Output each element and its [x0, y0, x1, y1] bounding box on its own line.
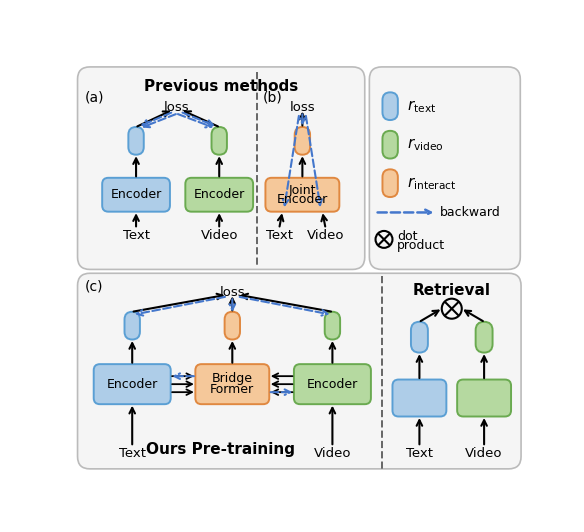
FancyBboxPatch shape: [295, 127, 310, 155]
Text: product: product: [397, 239, 445, 252]
Text: loss: loss: [164, 101, 190, 114]
Text: Text: Text: [119, 447, 146, 460]
Text: Retrieval: Retrieval: [413, 282, 491, 297]
Text: Encoder: Encoder: [277, 193, 328, 206]
Text: loss: loss: [290, 101, 315, 114]
FancyBboxPatch shape: [185, 178, 253, 212]
Text: (b): (b): [262, 90, 282, 104]
Text: Previous methods: Previous methods: [144, 79, 298, 94]
FancyBboxPatch shape: [369, 67, 520, 269]
FancyBboxPatch shape: [411, 322, 428, 353]
FancyBboxPatch shape: [383, 131, 398, 159]
Text: Encoder: Encoder: [107, 378, 158, 390]
Text: dot: dot: [397, 230, 418, 243]
Text: Video: Video: [314, 447, 351, 460]
FancyBboxPatch shape: [265, 178, 339, 212]
Text: Text: Text: [406, 447, 433, 460]
FancyBboxPatch shape: [78, 273, 521, 469]
Text: Text: Text: [123, 229, 150, 243]
Text: Encoder: Encoder: [307, 378, 358, 390]
FancyBboxPatch shape: [457, 379, 511, 417]
Text: Encoder: Encoder: [110, 188, 162, 201]
Text: Former: Former: [210, 383, 255, 396]
Text: Joint: Joint: [288, 184, 316, 197]
Text: backward: backward: [439, 206, 500, 219]
Text: (c): (c): [85, 279, 104, 294]
FancyBboxPatch shape: [383, 169, 398, 197]
FancyBboxPatch shape: [475, 322, 492, 353]
Text: Video: Video: [465, 447, 503, 460]
Text: (a): (a): [85, 90, 105, 104]
FancyBboxPatch shape: [211, 127, 227, 155]
FancyBboxPatch shape: [93, 364, 171, 404]
Text: Encoder: Encoder: [193, 188, 245, 201]
Text: Video: Video: [200, 229, 238, 243]
FancyBboxPatch shape: [124, 312, 140, 339]
FancyBboxPatch shape: [383, 93, 398, 120]
Text: Text: Text: [266, 229, 293, 243]
FancyBboxPatch shape: [325, 312, 340, 339]
FancyBboxPatch shape: [294, 364, 371, 404]
Text: Video: Video: [307, 229, 344, 243]
FancyBboxPatch shape: [128, 127, 144, 155]
Text: Bridge: Bridge: [212, 372, 253, 385]
Text: Ours Pre-training: Ours Pre-training: [146, 442, 296, 456]
Text: $r_{\rm interact}$: $r_{\rm interact}$: [407, 175, 457, 192]
FancyBboxPatch shape: [102, 178, 170, 212]
FancyBboxPatch shape: [225, 312, 240, 339]
Text: loss: loss: [220, 286, 245, 298]
FancyBboxPatch shape: [392, 379, 446, 417]
FancyBboxPatch shape: [196, 364, 269, 404]
Text: $r_{\rm video}$: $r_{\rm video}$: [407, 136, 444, 153]
Text: $r_{\rm text}$: $r_{\rm text}$: [407, 98, 436, 114]
FancyBboxPatch shape: [78, 67, 365, 269]
